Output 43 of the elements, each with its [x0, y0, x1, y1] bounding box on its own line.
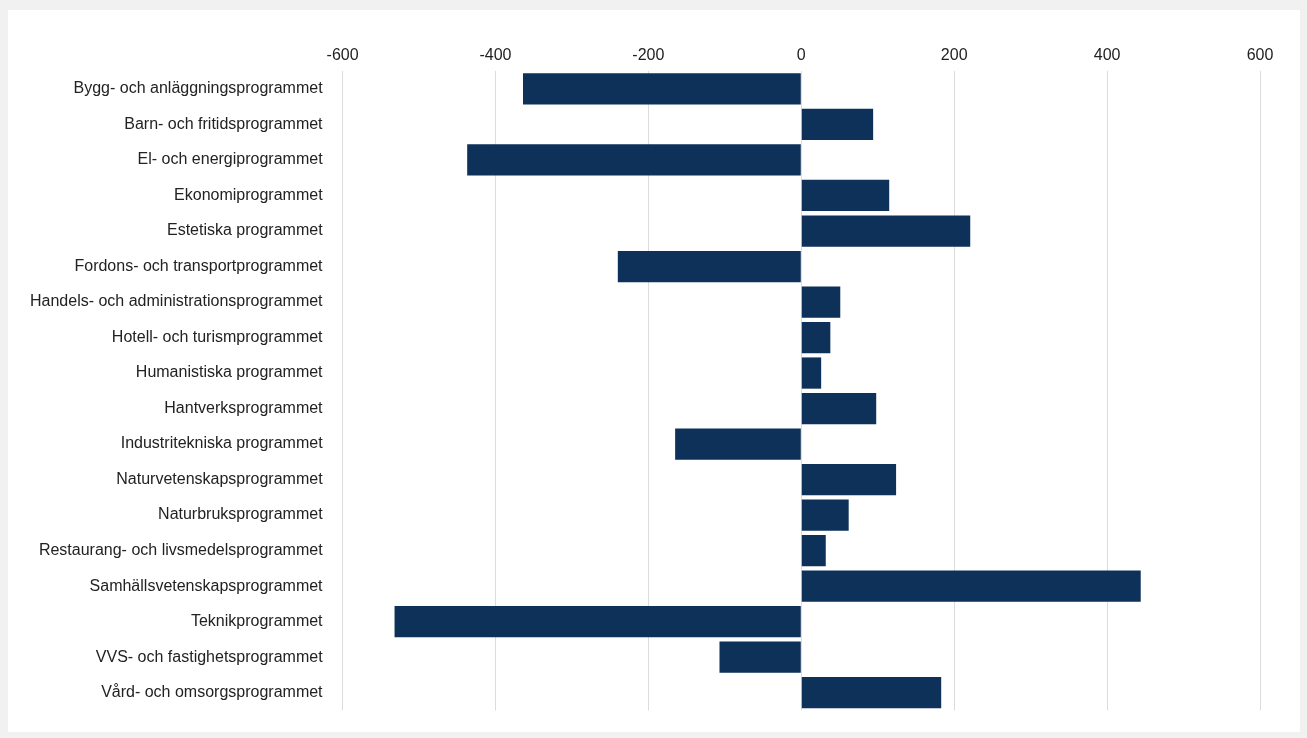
x-tick-label: 600	[1246, 46, 1274, 64]
bar	[801, 286, 841, 318]
y-tick-label: Barn- och fritidsprogrammet	[124, 114, 324, 132]
y-tick-label: Industritekniska programmet	[120, 434, 324, 452]
bar	[675, 428, 801, 460]
y-tick-label: Naturvetenskapsprogrammet	[116, 469, 324, 487]
bar	[801, 215, 971, 247]
bar	[719, 641, 801, 673]
bar	[801, 392, 877, 425]
y-tick-label: Restaurang- och livsmedelsprogrammet	[38, 541, 324, 559]
y-tick-label: Humanistiska programmet	[135, 363, 324, 381]
bar	[801, 463, 897, 496]
bar	[467, 144, 801, 176]
bar	[801, 499, 849, 531]
y-tick-label: Bygg- och anläggningsprogrammet	[73, 79, 324, 97]
y-tick-label: Naturbruksprogrammet	[158, 505, 324, 523]
bar	[801, 321, 831, 354]
y-tick-label: VVS- och fastighetsprogrammet	[95, 647, 324, 665]
bar	[394, 606, 801, 638]
bar	[801, 179, 890, 212]
y-tick-label: Ekonomiprogrammet	[174, 185, 324, 203]
y-tick-label: Estetiska programmet	[166, 221, 324, 239]
y-tick-label: Samhällsvetenskapsprogrammet	[89, 576, 324, 594]
x-tick-label: -200	[632, 46, 665, 64]
x-tick-label: 0	[796, 46, 806, 64]
y-tick-label: Hotell- och turismprogrammet	[111, 327, 324, 345]
y-tick-label: Hantverksprogrammet	[164, 398, 324, 416]
bar	[801, 677, 942, 709]
bar	[801, 534, 826, 567]
bar	[523, 73, 801, 105]
y-tick-label: Handels- och administrationsprogrammet	[29, 292, 324, 310]
y-tick-label: Fordons- och transportprogrammet	[74, 256, 324, 274]
x-tick-label: 200	[940, 46, 968, 64]
x-tick-label: 400	[1093, 46, 1121, 64]
y-tick-label: El- och energiprogrammet	[137, 150, 324, 168]
bar	[801, 570, 1141, 602]
bar	[617, 250, 801, 283]
x-tick-label: -600	[326, 46, 359, 64]
bar	[801, 357, 822, 389]
x-tick-label: -400	[479, 46, 512, 64]
y-tick-label: Vård- och omsorgsprogrammet	[101, 683, 324, 701]
bar	[801, 108, 874, 141]
y-tick-label: Teknikprogrammet	[190, 612, 324, 630]
